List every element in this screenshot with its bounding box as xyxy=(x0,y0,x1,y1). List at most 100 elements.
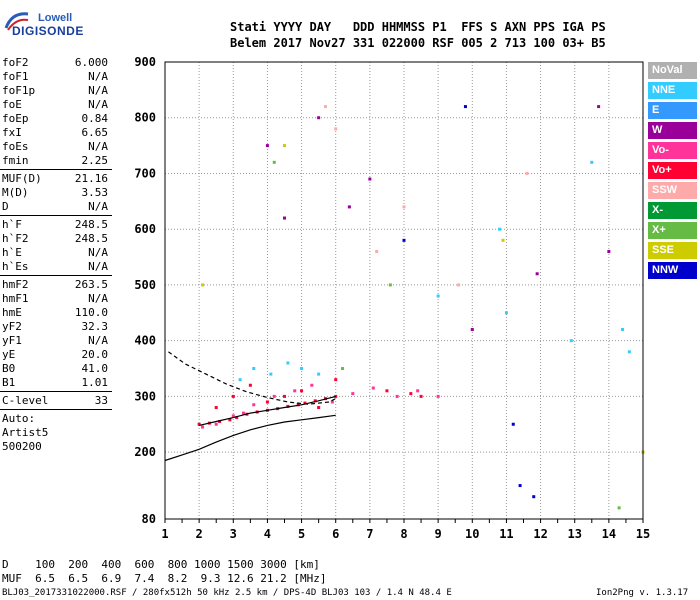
param-separator xyxy=(0,275,112,276)
param-value: 41.0 xyxy=(81,362,109,375)
param-row: MUF(D) 21.16 xyxy=(0,172,112,186)
param-key: M(D) xyxy=(2,186,29,199)
parameter-table: foF2 6.000 foF1 N/A foF1p N/A foE N/A foEp 0.84 fx… xyxy=(0,56,112,454)
trace-curve xyxy=(168,351,336,405)
legend-item: NoVal xyxy=(648,62,697,79)
data-point xyxy=(388,283,392,287)
data-point xyxy=(402,238,406,242)
data-point xyxy=(621,328,625,332)
data-point xyxy=(607,249,611,253)
x-tick-label: 3 xyxy=(230,527,237,541)
data-point xyxy=(641,450,645,454)
data-point xyxy=(201,425,205,429)
data-point xyxy=(242,411,246,415)
param-value: 20.0 xyxy=(81,348,109,361)
digisonde-logo-swoosh-icon xyxy=(4,12,29,31)
data-point xyxy=(214,406,218,410)
param-key: yE xyxy=(2,348,16,361)
auto-scaling-line: Artist5 xyxy=(2,426,49,439)
data-point xyxy=(272,160,276,164)
data-point xyxy=(231,414,235,418)
distance-row: D 100 200 400 600 800 1000 1500 3000 [km… xyxy=(2,558,320,571)
y-tick-label: 80 xyxy=(142,512,156,526)
x-tick-label: 5 xyxy=(298,527,305,541)
data-point xyxy=(300,367,304,371)
muf-row: MUF 6.5 6.5 6.9 7.4 8.2 9.3 12.6 21.2 [M… xyxy=(2,572,327,585)
data-point xyxy=(228,418,232,422)
data-point xyxy=(518,484,522,488)
param-row: M(D) 3.53 xyxy=(0,186,112,200)
legend-item: Vo+ xyxy=(648,162,697,179)
x-tick-label: 9 xyxy=(435,527,442,541)
param-separator xyxy=(0,215,112,216)
data-point xyxy=(265,400,269,404)
data-point xyxy=(395,394,399,398)
data-point xyxy=(463,105,467,109)
param-key: foEp xyxy=(2,112,29,125)
param-row: foF2 6.000 xyxy=(0,56,112,70)
data-point xyxy=(276,407,280,411)
y-tick-label: 800 xyxy=(134,111,156,125)
x-tick-label: 10 xyxy=(465,527,479,541)
version-label: Ion2Png v. 1.3.17 xyxy=(596,588,689,598)
data-point xyxy=(272,394,276,398)
auto-scaling-line: Auto: xyxy=(2,412,36,425)
header-values: Belem 2017 Nov27 331 022000 RSF 005 2 71… xyxy=(230,36,606,50)
data-point xyxy=(504,311,508,315)
param-row: foF1p N/A xyxy=(0,84,112,98)
data-point xyxy=(283,216,286,220)
data-point xyxy=(218,419,222,423)
param-row-clevel: C-level 33 xyxy=(0,394,112,408)
data-point xyxy=(627,350,631,354)
x-tick-label: 2 xyxy=(196,527,203,541)
param-row: h`F 248.5 xyxy=(0,218,112,232)
trace-curve xyxy=(164,414,336,462)
param-key: yF2 xyxy=(2,320,22,333)
data-point xyxy=(501,238,505,242)
param-row: yE 20.0 xyxy=(0,348,112,362)
legend-item: SSE xyxy=(648,242,697,259)
data-point xyxy=(317,372,321,376)
param-row: h`F2 248.5 xyxy=(0,232,112,246)
param-key: foE xyxy=(2,98,22,111)
x-tick-label: 4 xyxy=(264,527,271,541)
param-value: N/A xyxy=(88,140,108,153)
data-point xyxy=(532,495,536,499)
param-row: foE N/A xyxy=(0,98,112,112)
y-tick-label: 900 xyxy=(134,55,156,69)
legend-item: W xyxy=(648,122,697,139)
param-separator xyxy=(0,409,112,410)
param-key: hmF1 xyxy=(2,292,29,305)
data-point xyxy=(375,249,379,253)
param-key: h`E xyxy=(2,246,22,259)
data-point xyxy=(385,389,389,393)
legend-item: E xyxy=(648,102,697,119)
param-value: 110.0 xyxy=(74,306,108,319)
param-value: 2.25 xyxy=(81,154,109,167)
param-value: 0.84 xyxy=(81,112,109,125)
y-tick-label: 700 xyxy=(134,166,156,180)
param-key: foEs xyxy=(2,140,29,153)
param-value: 32.3 xyxy=(81,320,109,333)
data-point xyxy=(457,283,461,287)
y-tick-label: 300 xyxy=(134,389,156,403)
data-point xyxy=(286,361,290,365)
data-point xyxy=(416,389,420,393)
param-key: h`F xyxy=(2,218,22,231)
trace-curve xyxy=(198,395,336,426)
legend-item: X- xyxy=(648,202,697,219)
param-key: foF1 xyxy=(2,70,29,83)
legend-item: NNE xyxy=(648,82,697,99)
data-point xyxy=(511,422,515,426)
logo-digisonde-text: DIGISONDE xyxy=(12,24,84,38)
legend-item: X+ xyxy=(648,222,697,239)
param-value: 33 xyxy=(94,394,108,407)
param-row: h`E N/A xyxy=(0,246,112,260)
param-row: fmin 2.25 xyxy=(0,154,112,168)
header-labels: Stati YYYY DAY DDD HHMMSS P1 FFS S AXN P… xyxy=(230,20,606,34)
param-row: hmF2 263.5 xyxy=(0,278,112,292)
data-point xyxy=(419,394,423,398)
param-value: N/A xyxy=(88,292,108,305)
param-row: foEs N/A xyxy=(0,140,112,154)
polarization-legend: NoVal NNE E W Vo- Vo+ SSW X- X+ SSE NNW xyxy=(648,62,697,282)
